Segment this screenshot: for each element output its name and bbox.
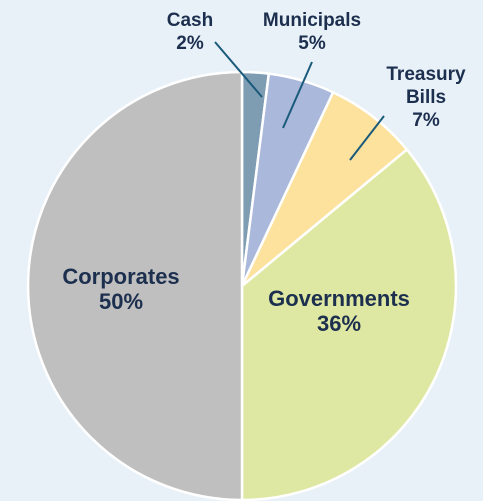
slice-label-treasury-bills: Treasury Bills 7% (386, 64, 466, 131)
slice-percent-governments: 36% (317, 311, 361, 336)
leader-line-municipals (282, 61, 313, 129)
slice-name-treasury-bills: Treasury (386, 64, 466, 85)
slice-name-municipals: Municipals (263, 10, 361, 31)
slice-label-cash: Cash 2% (167, 10, 213, 54)
leader-line-cash (214, 41, 263, 98)
slice-percent-treasury-bills: 7% (412, 110, 440, 131)
slice-label-municipals: Municipals 5% (263, 10, 361, 54)
slice-name-treasury-bills: Bills (406, 87, 446, 108)
pie-slice-governments (240, 148, 458, 501)
slice-name-cash: Cash (167, 10, 213, 31)
pie-slice-corporates (26, 70, 244, 501)
slice-percent-corporates: 50% (99, 289, 143, 314)
slice-name-corporates: Corporates (62, 264, 179, 289)
pie-labels: Cash 2% Municipals 5% Treasury Bills 7% Governm… (62, 10, 466, 336)
slice-name-governments: Governments (268, 286, 410, 311)
slice-percent-municipals: 5% (298, 33, 326, 54)
slice-label-governments: Governments 36% (268, 286, 410, 336)
slice-label-corporates: Corporates 50% (62, 264, 179, 314)
slice-percent-cash: 2% (176, 33, 204, 54)
leader-line-treasury-bills (349, 115, 385, 161)
